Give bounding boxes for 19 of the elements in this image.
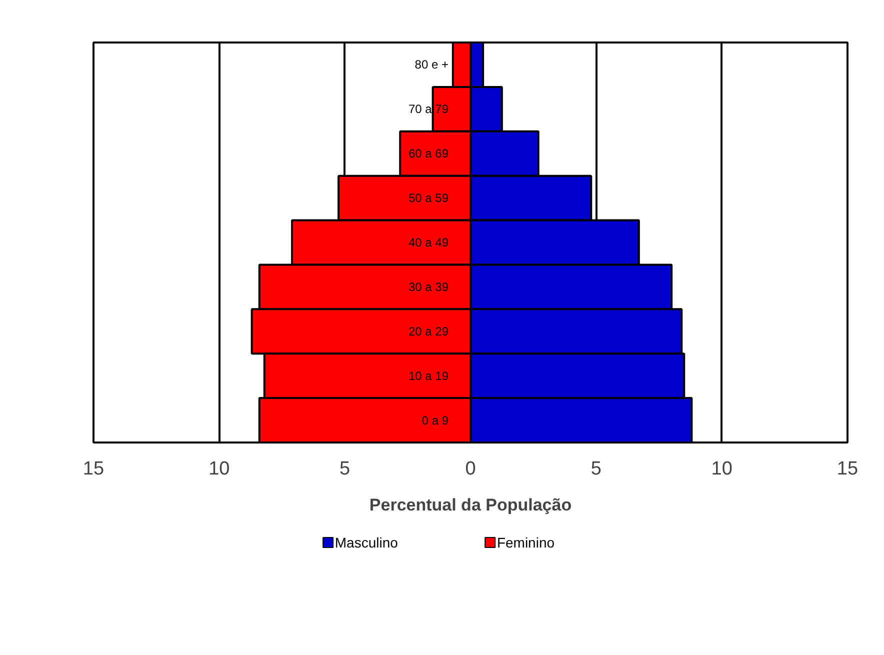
legend-label: Feminino [496, 534, 555, 550]
x-tick-label: 15 [82, 458, 104, 480]
y-tick-label: 50 a 59 [408, 191, 449, 206]
y-tick-label: 0 a 9 [422, 413, 449, 428]
x-tick-label: 10 [711, 458, 732, 480]
y-tick-label: 30 a 39 [408, 280, 449, 294]
y-tick-label: 70 a 79 [408, 102, 449, 116]
x-tick-label: 10 [208, 458, 230, 480]
y-tick-label: 20 a 29 [408, 324, 449, 338]
x-axis-title: Percentual da População [369, 496, 572, 514]
y-tick-label: 80 e + [414, 58, 449, 72]
x-tick-label: 5 [340, 458, 350, 480]
legend-label: Masculino [334, 534, 398, 550]
x-tick-label: 15 [836, 458, 858, 480]
y-tick-label: 60 a 69 [408, 146, 449, 161]
x-tick-label: 0 [465, 458, 476, 480]
y-tick-label: 10 a 19 [408, 368, 449, 383]
y-tick-label: 40 a 49 [408, 236, 449, 250]
x-tick-label: 5 [590, 458, 602, 480]
